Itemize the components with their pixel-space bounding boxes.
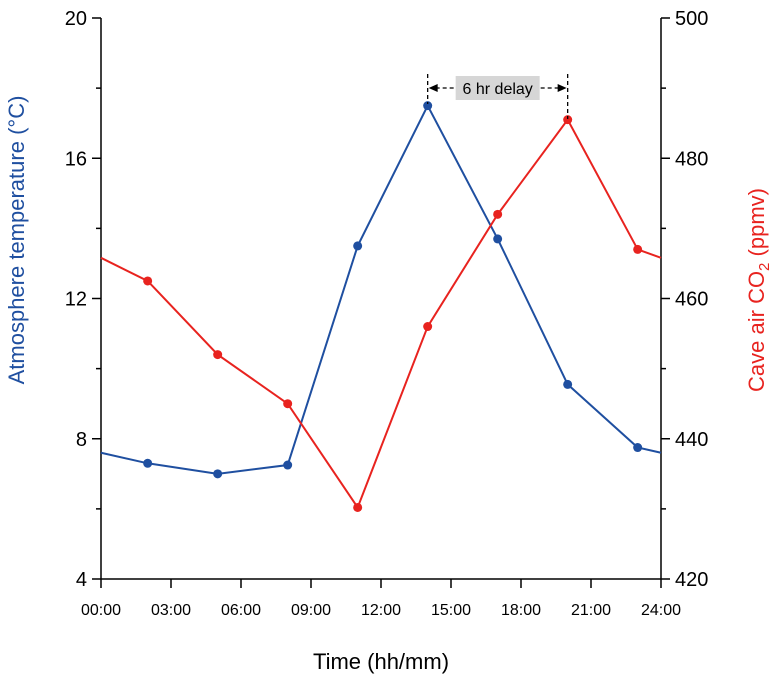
x-tick-label: 00:00 [81, 602, 121, 619]
right-tick-label: 440 [675, 429, 708, 451]
temperature-data-point [353, 241, 363, 251]
temperature-data-point [633, 443, 643, 453]
left-tick-label: 4 [76, 569, 87, 591]
x-tick-label: 18:00 [501, 602, 541, 619]
left-tick-label: 20 [65, 8, 87, 30]
co2-series-line [100, 117, 662, 510]
x-tick-label: 24:00 [641, 602, 681, 619]
delay-label: 6 hr delay [463, 81, 533, 98]
right-tick-label: 420 [675, 569, 708, 591]
right-tick-label: 460 [675, 289, 708, 311]
temperature-data-point [143, 458, 153, 468]
co2-data-point [283, 399, 293, 409]
x-tick-label: 15:00 [431, 602, 471, 619]
x-tick-label: 09:00 [291, 602, 331, 619]
temperature-data-point [213, 469, 223, 479]
co2-data-point [423, 322, 433, 332]
temperature-data-point [423, 101, 433, 111]
left-tick-label: 16 [65, 148, 87, 170]
delay-arrowhead-left [428, 84, 438, 92]
right-axis-title: Cave air CO2 (ppmv) [744, 188, 773, 392]
right-tick-label: 480 [675, 148, 708, 170]
co2-data-point [353, 502, 363, 512]
co2-data-point [143, 276, 153, 286]
co2-data-point [493, 209, 503, 219]
x-tick-label: 03:00 [151, 602, 191, 619]
left-tick-label: 12 [65, 289, 87, 311]
temperature-data-point [563, 379, 573, 389]
temperature-data-point [283, 460, 293, 470]
x-axis-title: Time (hh/mm) [313, 649, 449, 674]
temperature-series-line [100, 103, 662, 475]
left-tick-label: 8 [76, 429, 87, 451]
co2-data-point [633, 244, 643, 254]
right-tick-label: 500 [675, 8, 708, 30]
x-tick-label: 21:00 [571, 602, 611, 619]
x-tick-label: 12:00 [361, 602, 401, 619]
temperature-data-point [493, 234, 503, 244]
x-tick-label: 06:00 [221, 602, 261, 619]
delay-arrowhead-right [557, 84, 567, 92]
left-axis-title: Atmosphere temperature (°C) [4, 96, 29, 385]
delay-label-box [455, 76, 540, 100]
co2-data-point [213, 350, 223, 360]
co2-data-point [563, 115, 573, 125]
